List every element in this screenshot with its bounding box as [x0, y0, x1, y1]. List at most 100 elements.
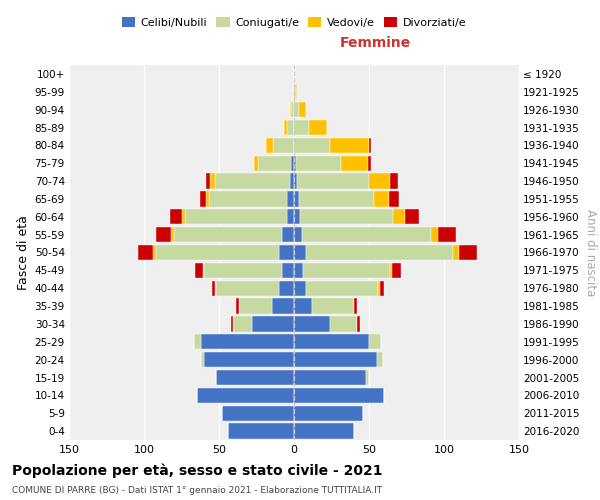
- Bar: [284, 120, 287, 135]
- Bar: [271, 298, 294, 314]
- Bar: [265, 138, 273, 153]
- Y-axis label: Fasce di età: Fasce di età: [17, 215, 31, 290]
- Bar: [205, 174, 210, 188]
- Bar: [312, 298, 354, 314]
- Bar: [341, 156, 367, 171]
- Bar: [171, 227, 174, 242]
- Bar: [438, 227, 456, 242]
- Bar: [291, 156, 294, 171]
- Bar: [174, 227, 282, 242]
- Bar: [216, 280, 279, 296]
- Bar: [306, 280, 378, 296]
- Bar: [205, 192, 209, 206]
- Bar: [239, 298, 271, 314]
- Bar: [201, 334, 294, 349]
- Y-axis label: Anni di nascita: Anni di nascita: [584, 209, 596, 296]
- Bar: [405, 209, 419, 224]
- Legend: Celibi/Nubili, Coniugati/e, Vedovi/e, Divorziati/e: Celibi/Nubili, Coniugati/e, Vedovi/e, Di…: [118, 12, 470, 32]
- Bar: [252, 316, 294, 332]
- Bar: [201, 352, 204, 367]
- Bar: [294, 352, 377, 367]
- Bar: [431, 227, 438, 242]
- Bar: [303, 263, 390, 278]
- Bar: [279, 280, 294, 296]
- Bar: [296, 84, 297, 100]
- Bar: [282, 227, 294, 242]
- Bar: [290, 102, 291, 117]
- Bar: [294, 227, 302, 242]
- Bar: [222, 406, 294, 421]
- Bar: [369, 334, 381, 349]
- Bar: [287, 120, 294, 135]
- Bar: [294, 209, 300, 224]
- Bar: [282, 263, 294, 278]
- Bar: [258, 156, 291, 171]
- Bar: [294, 406, 363, 421]
- Bar: [215, 174, 290, 188]
- Bar: [357, 316, 360, 332]
- Text: COMUNE DI PARRE (BG) - Dati ISTAT 1° gennaio 2021 - Elaborazione TUTTITALIA.IT: COMUNE DI PARRE (BG) - Dati ISTAT 1° gen…: [12, 486, 382, 495]
- Bar: [393, 209, 405, 224]
- Bar: [170, 209, 182, 224]
- Bar: [153, 245, 156, 260]
- Bar: [215, 280, 216, 296]
- Bar: [231, 316, 233, 332]
- Bar: [287, 209, 294, 224]
- Bar: [210, 174, 215, 188]
- Bar: [235, 298, 239, 314]
- Bar: [294, 245, 306, 260]
- Bar: [294, 120, 309, 135]
- Bar: [369, 174, 390, 188]
- Bar: [254, 156, 258, 171]
- Text: Femmine: Femmine: [340, 36, 410, 50]
- Bar: [309, 120, 327, 135]
- Bar: [287, 192, 294, 206]
- Bar: [203, 263, 204, 278]
- Bar: [294, 84, 296, 100]
- Bar: [378, 280, 380, 296]
- Bar: [209, 192, 287, 206]
- Text: Popolazione per età, sesso e stato civile - 2021: Popolazione per età, sesso e stato civil…: [12, 464, 383, 478]
- Bar: [212, 280, 215, 296]
- Bar: [294, 370, 366, 385]
- Bar: [294, 174, 297, 188]
- Bar: [300, 209, 393, 224]
- Bar: [296, 156, 341, 171]
- Bar: [291, 102, 294, 117]
- Bar: [294, 424, 354, 438]
- Bar: [204, 352, 294, 367]
- Bar: [306, 245, 453, 260]
- Bar: [330, 316, 357, 332]
- Bar: [182, 209, 185, 224]
- Bar: [453, 245, 459, 260]
- Bar: [216, 370, 294, 385]
- Bar: [273, 138, 294, 153]
- Bar: [294, 280, 306, 296]
- Bar: [185, 209, 287, 224]
- Bar: [459, 245, 477, 260]
- Bar: [294, 334, 369, 349]
- Bar: [294, 298, 312, 314]
- Bar: [367, 156, 371, 171]
- Bar: [290, 174, 294, 188]
- Bar: [138, 245, 153, 260]
- Bar: [390, 263, 392, 278]
- Bar: [156, 227, 171, 242]
- Bar: [377, 352, 383, 367]
- Bar: [199, 192, 205, 206]
- Bar: [366, 370, 369, 385]
- Bar: [233, 316, 252, 332]
- Bar: [197, 388, 294, 403]
- Bar: [294, 388, 384, 403]
- Bar: [299, 192, 373, 206]
- Bar: [354, 298, 357, 314]
- Bar: [156, 245, 279, 260]
- Bar: [297, 174, 369, 188]
- Bar: [293, 84, 294, 100]
- Bar: [392, 263, 401, 278]
- Bar: [294, 156, 296, 171]
- Bar: [193, 334, 201, 349]
- Bar: [294, 102, 299, 117]
- Bar: [302, 227, 431, 242]
- Bar: [294, 316, 330, 332]
